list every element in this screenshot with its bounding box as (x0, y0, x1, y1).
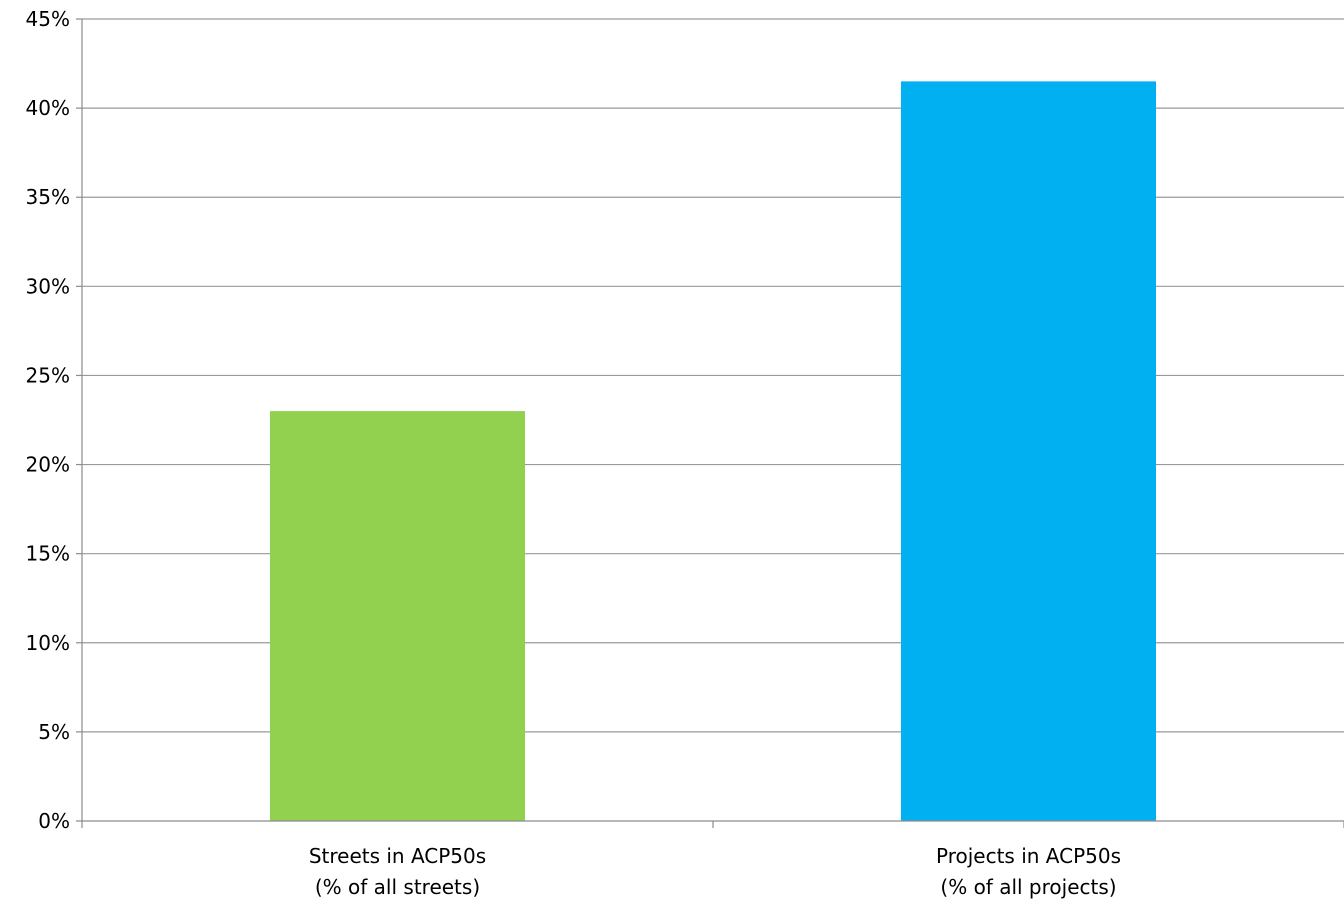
axes (76, 18, 1344, 828)
x-category-label-line1: Streets in ACP50s (309, 844, 486, 868)
y-tick-label: 40% (26, 96, 70, 120)
bars (270, 81, 1156, 821)
x-axis-category-labels: Streets in ACP50s (% of all streets) Proje… (309, 844, 1121, 899)
y-tick-label: 30% (26, 274, 70, 298)
y-tick-label: 25% (26, 363, 70, 387)
y-tick-label: 45% (26, 7, 70, 31)
y-tick-label: 20% (26, 453, 70, 477)
x-category-label-line2: (% of all streets) (315, 875, 480, 899)
y-axis-tick-labels: 0% 5% 10% 15% 20% 25% 30% 35% 40% 45% (26, 7, 70, 833)
x-category-label-line2: (% of all projects) (940, 875, 1116, 899)
bar-projects (901, 81, 1156, 821)
bar-streets (270, 411, 525, 821)
y-tick-label: 5% (38, 720, 70, 744)
y-tick-label: 15% (26, 542, 70, 566)
y-tick-label: 10% (26, 631, 70, 655)
x-category-label-line1: Projects in ACP50s (936, 844, 1121, 868)
y-tick-label: 0% (38, 809, 70, 833)
y-tick-label: 35% (26, 185, 70, 209)
